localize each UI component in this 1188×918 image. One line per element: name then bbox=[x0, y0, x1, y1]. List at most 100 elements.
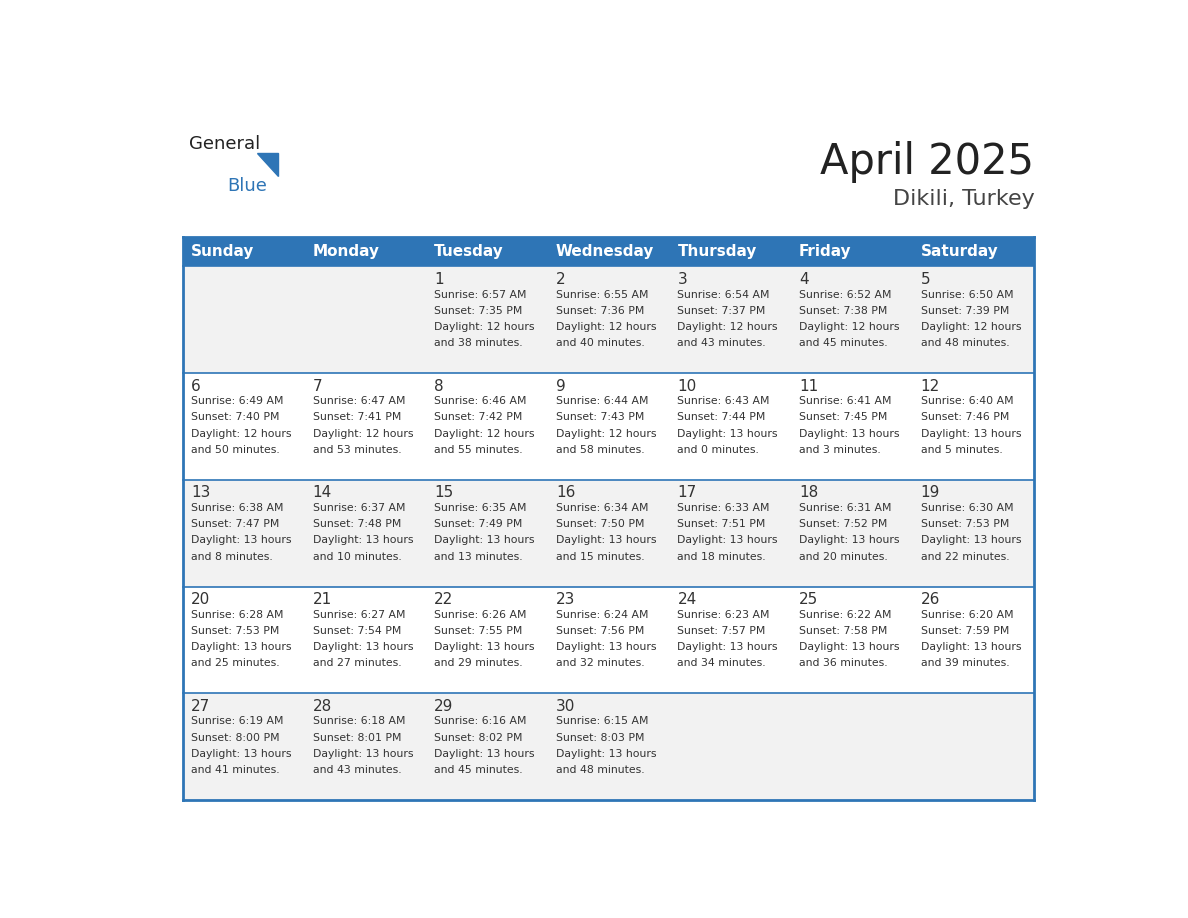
Text: Sunset: 7:57 PM: Sunset: 7:57 PM bbox=[677, 626, 766, 636]
Text: Daylight: 13 hours: Daylight: 13 hours bbox=[677, 535, 778, 545]
Text: Sunrise: 6:40 AM: Sunrise: 6:40 AM bbox=[921, 397, 1013, 407]
Text: Daylight: 13 hours: Daylight: 13 hours bbox=[556, 642, 656, 652]
Text: 5: 5 bbox=[921, 272, 930, 286]
Text: 7: 7 bbox=[312, 378, 322, 394]
Text: and 34 minutes.: and 34 minutes. bbox=[677, 658, 766, 668]
Text: Sunrise: 6:27 AM: Sunrise: 6:27 AM bbox=[312, 610, 405, 620]
Text: 16: 16 bbox=[556, 486, 575, 500]
Text: Sunrise: 6:16 AM: Sunrise: 6:16 AM bbox=[435, 716, 526, 726]
Text: Sunrise: 6:26 AM: Sunrise: 6:26 AM bbox=[435, 610, 526, 620]
Text: and 5 minutes.: and 5 minutes. bbox=[921, 445, 1003, 454]
Text: 21: 21 bbox=[312, 592, 331, 607]
Text: 6: 6 bbox=[191, 378, 201, 394]
Text: 13: 13 bbox=[191, 486, 210, 500]
Text: Sunrise: 6:20 AM: Sunrise: 6:20 AM bbox=[921, 610, 1013, 620]
Text: Sunset: 7:36 PM: Sunset: 7:36 PM bbox=[556, 306, 644, 316]
Text: Dikili, Turkey: Dikili, Turkey bbox=[892, 189, 1035, 208]
Text: 27: 27 bbox=[191, 699, 210, 714]
Bar bbox=[183, 587, 1035, 693]
Text: 24: 24 bbox=[677, 592, 696, 607]
Text: Sunset: 7:47 PM: Sunset: 7:47 PM bbox=[191, 520, 279, 529]
Text: Daylight: 13 hours: Daylight: 13 hours bbox=[556, 749, 656, 759]
Text: and 43 minutes.: and 43 minutes. bbox=[677, 338, 766, 348]
Text: and 41 minutes.: and 41 minutes. bbox=[191, 765, 279, 775]
Text: Daylight: 13 hours: Daylight: 13 hours bbox=[312, 642, 413, 652]
Text: Saturday: Saturday bbox=[921, 244, 998, 260]
Text: Daylight: 13 hours: Daylight: 13 hours bbox=[312, 535, 413, 545]
Text: and 36 minutes.: and 36 minutes. bbox=[800, 658, 887, 668]
Bar bbox=[183, 374, 1035, 480]
Text: Sunset: 7:51 PM: Sunset: 7:51 PM bbox=[677, 520, 766, 529]
Text: Sunrise: 6:50 AM: Sunrise: 6:50 AM bbox=[921, 289, 1013, 299]
Text: Sunrise: 6:23 AM: Sunrise: 6:23 AM bbox=[677, 610, 770, 620]
Text: and 27 minutes.: and 27 minutes. bbox=[312, 658, 402, 668]
Text: Sunrise: 6:28 AM: Sunrise: 6:28 AM bbox=[191, 610, 284, 620]
Text: 11: 11 bbox=[800, 378, 819, 394]
Text: Daylight: 13 hours: Daylight: 13 hours bbox=[435, 535, 535, 545]
Text: 14: 14 bbox=[312, 486, 331, 500]
Text: Sunrise: 6:46 AM: Sunrise: 6:46 AM bbox=[435, 397, 526, 407]
Text: Sunset: 7:49 PM: Sunset: 7:49 PM bbox=[435, 520, 523, 529]
Text: and 25 minutes.: and 25 minutes. bbox=[191, 658, 279, 668]
Text: 3: 3 bbox=[677, 272, 687, 286]
Text: Sunset: 7:54 PM: Sunset: 7:54 PM bbox=[312, 626, 402, 636]
Text: 18: 18 bbox=[800, 486, 819, 500]
Text: Sunset: 7:53 PM: Sunset: 7:53 PM bbox=[191, 626, 279, 636]
Text: Sunrise: 6:49 AM: Sunrise: 6:49 AM bbox=[191, 397, 284, 407]
Text: Daylight: 12 hours: Daylight: 12 hours bbox=[556, 322, 656, 332]
Text: Sunrise: 6:31 AM: Sunrise: 6:31 AM bbox=[800, 503, 891, 513]
Text: Sunset: 7:41 PM: Sunset: 7:41 PM bbox=[312, 412, 402, 422]
Text: 29: 29 bbox=[435, 699, 454, 714]
Text: Sunrise: 6:57 AM: Sunrise: 6:57 AM bbox=[435, 289, 526, 299]
Text: and 48 minutes.: and 48 minutes. bbox=[921, 338, 1009, 348]
Text: 9: 9 bbox=[556, 378, 565, 394]
Text: Sunrise: 6:34 AM: Sunrise: 6:34 AM bbox=[556, 503, 649, 513]
Text: and 15 minutes.: and 15 minutes. bbox=[556, 552, 644, 562]
Bar bbox=[183, 693, 1035, 800]
Text: 19: 19 bbox=[921, 486, 940, 500]
Text: Sunset: 7:52 PM: Sunset: 7:52 PM bbox=[800, 520, 887, 529]
Text: Thursday: Thursday bbox=[677, 244, 757, 260]
Text: Sunday: Sunday bbox=[191, 244, 254, 260]
Text: 25: 25 bbox=[800, 592, 819, 607]
Text: Sunrise: 6:30 AM: Sunrise: 6:30 AM bbox=[921, 503, 1013, 513]
Text: Sunrise: 6:38 AM: Sunrise: 6:38 AM bbox=[191, 503, 284, 513]
Text: and 50 minutes.: and 50 minutes. bbox=[191, 445, 280, 454]
Text: Sunrise: 6:35 AM: Sunrise: 6:35 AM bbox=[435, 503, 526, 513]
Text: Sunset: 7:53 PM: Sunset: 7:53 PM bbox=[921, 520, 1009, 529]
Text: Daylight: 12 hours: Daylight: 12 hours bbox=[677, 322, 778, 332]
Text: 23: 23 bbox=[556, 592, 575, 607]
Text: 10: 10 bbox=[677, 378, 696, 394]
Text: and 39 minutes.: and 39 minutes. bbox=[921, 658, 1009, 668]
Text: Sunset: 8:02 PM: Sunset: 8:02 PM bbox=[435, 733, 523, 743]
Text: Sunrise: 6:33 AM: Sunrise: 6:33 AM bbox=[677, 503, 770, 513]
Text: Sunset: 7:39 PM: Sunset: 7:39 PM bbox=[921, 306, 1009, 316]
Text: Daylight: 13 hours: Daylight: 13 hours bbox=[556, 535, 656, 545]
Text: Daylight: 13 hours: Daylight: 13 hours bbox=[191, 535, 291, 545]
Text: Daylight: 13 hours: Daylight: 13 hours bbox=[800, 429, 899, 439]
Text: Daylight: 13 hours: Daylight: 13 hours bbox=[677, 642, 778, 652]
Bar bbox=[183, 237, 1035, 266]
Polygon shape bbox=[257, 152, 278, 175]
Text: Sunset: 7:48 PM: Sunset: 7:48 PM bbox=[312, 520, 402, 529]
Text: Sunset: 7:45 PM: Sunset: 7:45 PM bbox=[800, 412, 887, 422]
Text: 12: 12 bbox=[921, 378, 940, 394]
Text: Sunset: 7:58 PM: Sunset: 7:58 PM bbox=[800, 626, 887, 636]
Text: Sunrise: 6:22 AM: Sunrise: 6:22 AM bbox=[800, 610, 891, 620]
Text: Tuesday: Tuesday bbox=[435, 244, 504, 260]
Text: Sunrise: 6:54 AM: Sunrise: 6:54 AM bbox=[677, 289, 770, 299]
Text: Sunrise: 6:18 AM: Sunrise: 6:18 AM bbox=[312, 716, 405, 726]
Text: Sunset: 7:42 PM: Sunset: 7:42 PM bbox=[435, 412, 523, 422]
Text: Sunrise: 6:55 AM: Sunrise: 6:55 AM bbox=[556, 289, 649, 299]
Text: 26: 26 bbox=[921, 592, 940, 607]
Text: and 40 minutes.: and 40 minutes. bbox=[556, 338, 645, 348]
Text: and 18 minutes.: and 18 minutes. bbox=[677, 552, 766, 562]
Text: Daylight: 13 hours: Daylight: 13 hours bbox=[921, 642, 1020, 652]
Text: 1: 1 bbox=[435, 272, 444, 286]
Text: 20: 20 bbox=[191, 592, 210, 607]
Text: and 45 minutes.: and 45 minutes. bbox=[435, 765, 523, 775]
Text: Daylight: 13 hours: Daylight: 13 hours bbox=[191, 749, 291, 759]
Text: and 55 minutes.: and 55 minutes. bbox=[435, 445, 523, 454]
Text: Monday: Monday bbox=[312, 244, 380, 260]
Text: Daylight: 13 hours: Daylight: 13 hours bbox=[435, 642, 535, 652]
